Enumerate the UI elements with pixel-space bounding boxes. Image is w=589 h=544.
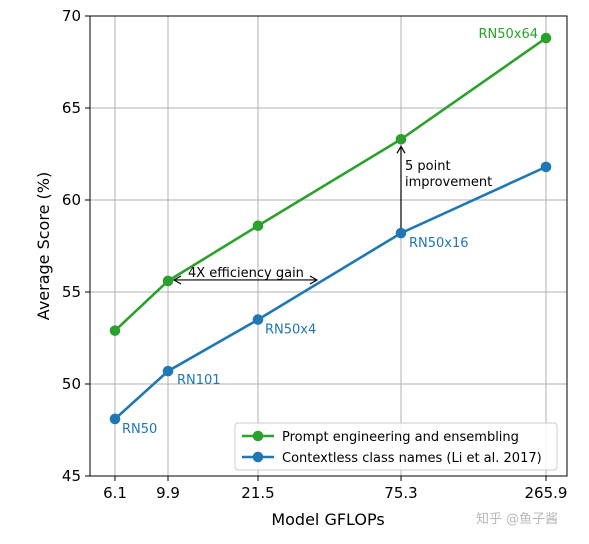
improvement-annotation-line2: improvement xyxy=(405,175,492,190)
x-tick-label: 21.5 xyxy=(241,484,274,502)
data-point xyxy=(395,227,407,239)
data-point xyxy=(540,32,552,44)
x-tick-label: 9.9 xyxy=(156,484,180,502)
series-layer: RN50x64 RN50 RN101 RN50x4 RN50x16 xyxy=(109,27,552,437)
x-tick-label: 75.3 xyxy=(384,484,417,502)
point-label: RN50x64 xyxy=(478,27,538,42)
point-label: RN50x4 xyxy=(265,323,316,338)
axis-labels: Model GFLOPs Average Score (%) xyxy=(34,172,385,529)
data-point xyxy=(540,161,552,173)
series-1: RN50x64 xyxy=(109,27,552,336)
efficiency-arrowhead-right xyxy=(309,275,319,285)
legend: Prompt engineering and ensembling Context… xyxy=(234,422,558,471)
y-tick-label: 70 xyxy=(62,7,81,25)
y-tick-label: 50 xyxy=(62,375,81,393)
plot-frame xyxy=(89,15,568,477)
point-label: RN50x16 xyxy=(409,236,469,251)
point-label: RN50 xyxy=(122,422,157,437)
x-tick-label: 265.9 xyxy=(525,484,568,502)
annotations: 4X efficiency gain 5 point improvement xyxy=(172,145,492,285)
y-axis-title: Average Score (%) xyxy=(34,172,53,320)
y-tick-label: 60 xyxy=(62,191,81,209)
watermark: 知乎 @鱼子酱 xyxy=(476,511,558,527)
y-tick-label: 45 xyxy=(62,467,81,485)
data-point xyxy=(162,275,174,287)
data-point xyxy=(252,314,264,325)
series-2: RN50 RN101 RN50x4 RN50x16 xyxy=(109,161,552,437)
improvement-annotation-line1: 5 point xyxy=(405,159,451,174)
legend-label: Prompt engineering and ensembling xyxy=(282,430,519,445)
legend-swatch-marker xyxy=(252,451,264,463)
data-point xyxy=(109,325,121,336)
legend-box xyxy=(234,422,558,471)
legend-swatch-marker xyxy=(252,430,264,442)
x-axis-title: Model GFLOPs xyxy=(271,510,384,529)
y-tick-label: 65 xyxy=(62,99,81,117)
data-point xyxy=(252,220,264,232)
data-point xyxy=(395,133,407,145)
data-point xyxy=(109,413,121,425)
point-label: RN101 xyxy=(177,373,221,388)
efficiency-annotation-label: 4X efficiency gain xyxy=(188,266,304,281)
y-tick-label: 55 xyxy=(62,283,81,301)
data-point xyxy=(162,365,174,377)
improvement-arrowhead xyxy=(396,145,406,154)
legend-label: Contextless class names (Li et al. 2017) xyxy=(282,451,542,466)
grid-lines xyxy=(90,15,567,477)
x-tick-label: 6.1 xyxy=(103,484,127,502)
axis-ticks: 45 50 55 60 65 70 6.1 9.9 21.5 75.3 265.9 xyxy=(62,7,568,502)
efficiency-arrowhead-left xyxy=(172,275,182,285)
